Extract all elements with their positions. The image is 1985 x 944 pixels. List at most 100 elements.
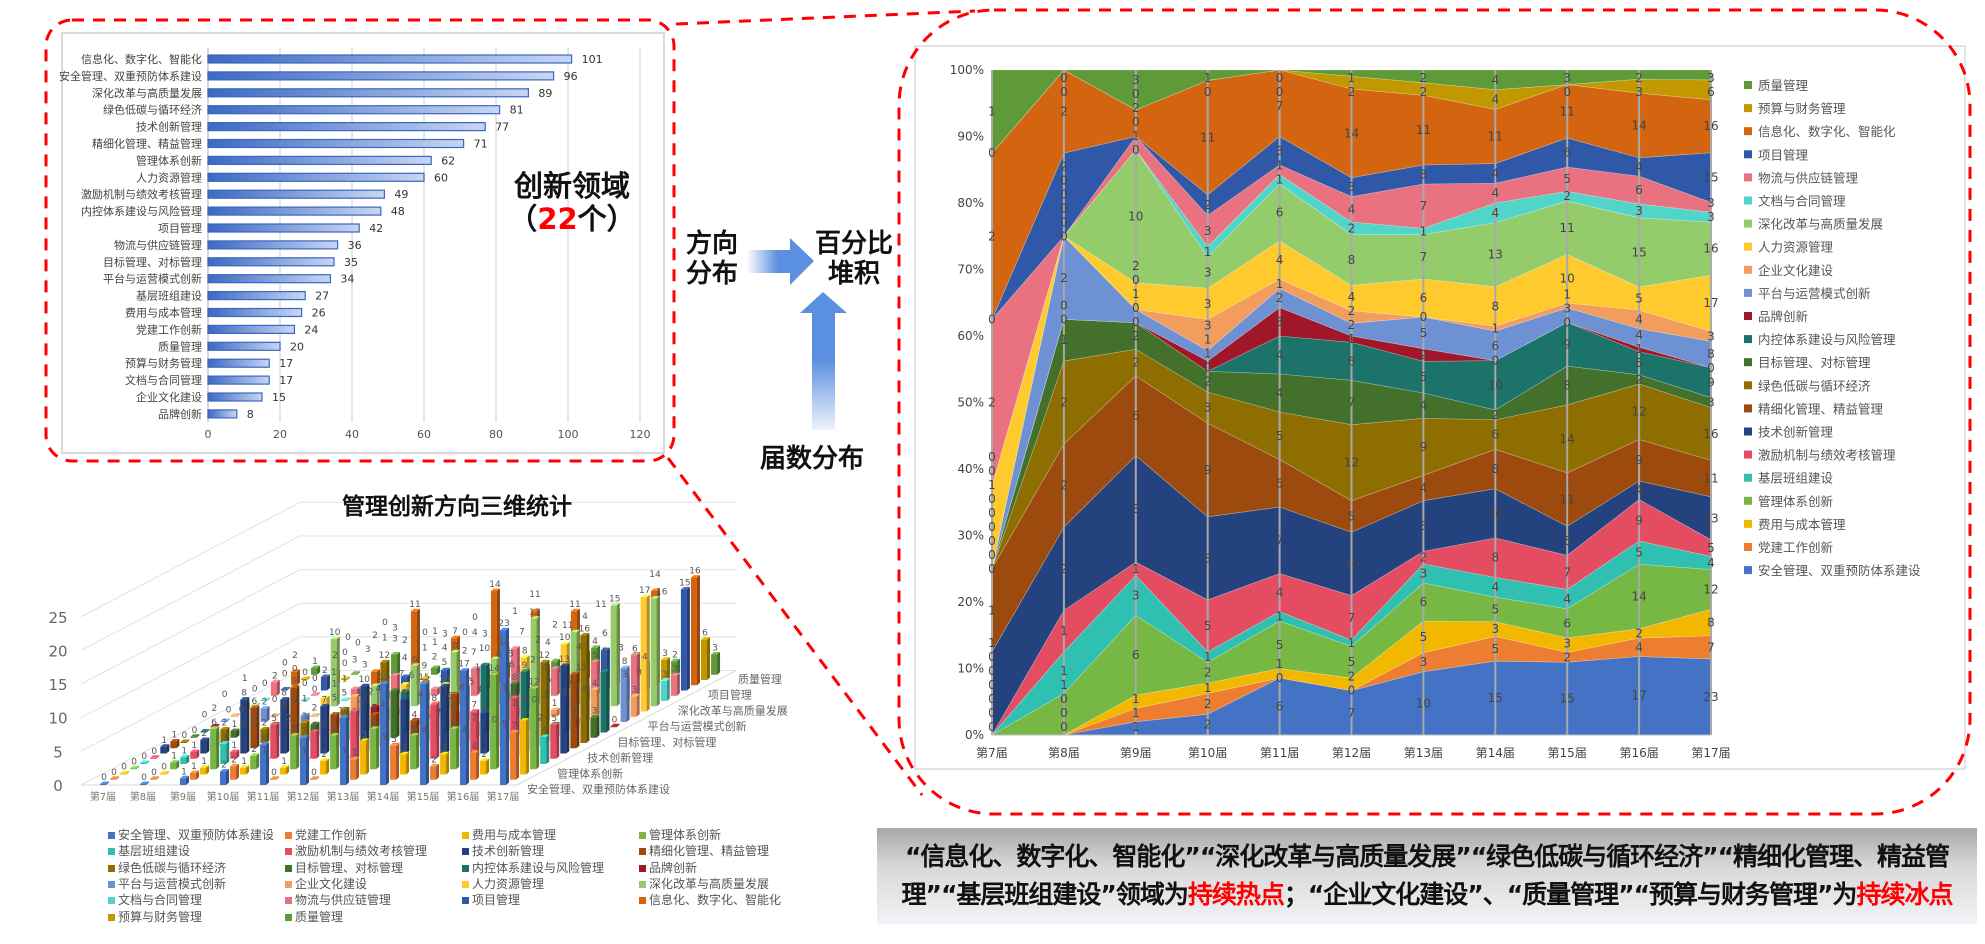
bar3d-front	[400, 754, 407, 775]
cold-spot-label: 持续冰点	[1856, 880, 1953, 909]
bar3d-value-label: 0	[111, 768, 117, 778]
bar3d-value-label: 7	[519, 628, 525, 638]
bar3d-top	[140, 781, 149, 784]
bar3d-value-label: 4	[521, 696, 527, 706]
bar3d-value-label: 6	[702, 629, 708, 639]
data-label: 3	[1707, 396, 1715, 410]
bar3d-top	[200, 729, 210, 732]
data-label: 1	[1132, 562, 1140, 576]
bar3d-top	[310, 721, 320, 725]
bar3d-side	[366, 738, 370, 775]
bar	[207, 172, 425, 182]
legend-label: 深化改革与高质量发展	[649, 876, 770, 891]
paren-open: （	[508, 202, 538, 237]
bar3d-value-label: 9	[422, 661, 428, 671]
data-label: 16	[1703, 427, 1718, 441]
legend-item: 物流与供应链管理	[1758, 170, 1859, 185]
legend-item: 激励机制与绩效考核管理	[1758, 448, 1896, 463]
bar3d-side	[496, 672, 500, 770]
bar3d-side	[266, 742, 269, 785]
category-label: 深化改革与高质量发展	[92, 86, 202, 100]
data-label: 0	[988, 562, 996, 576]
bar3d-value-label: 4	[472, 628, 478, 638]
data-label: 0	[1204, 361, 1212, 375]
depth-axis-label: 平台与运营模式创新	[648, 719, 747, 733]
bar3d-value-label: 0	[192, 726, 198, 736]
bar3d-value-label: 4	[545, 638, 551, 648]
bar3d-value-label: 0	[202, 711, 208, 721]
bar3d-value-label: 0	[252, 715, 258, 725]
bar3d-top	[160, 744, 170, 747]
bar3d-value-label: 9	[511, 687, 517, 697]
bar3d-side	[576, 671, 580, 749]
bar-value-label: 35	[344, 256, 358, 269]
bar3d-value-label: 2	[368, 688, 374, 698]
data-label: 0	[988, 664, 996, 678]
data-label: 11	[1703, 472, 1718, 486]
bar3d-top	[250, 705, 260, 708]
bar3d-side	[676, 673, 680, 696]
bar3d-side	[427, 676, 430, 680]
bar3d-value-label: 0	[292, 695, 298, 705]
bar3d-front	[370, 686, 377, 707]
bar3d-side	[346, 715, 349, 785]
x-axis-label: 第7届	[90, 790, 116, 803]
bar3d-side	[296, 733, 300, 770]
category-label: 预算与财务管理	[125, 356, 202, 370]
data-label: 8	[1420, 519, 1428, 533]
bar3d-top	[360, 683, 370, 687]
bar3d-value-label: 16	[656, 588, 668, 598]
data-label: 3	[1204, 266, 1212, 280]
bar3d-front	[190, 736, 197, 738]
data-label: 0	[1060, 706, 1068, 720]
bar3d-value-label: 0	[272, 695, 278, 705]
data-label: 1	[988, 105, 996, 119]
bar3d-side	[536, 616, 540, 707]
bar3d-side	[456, 726, 460, 770]
y-axis-label: 10%	[957, 662, 984, 676]
depth-axis-label: 安全管理、双重预防体系建设	[527, 782, 670, 796]
bar3d-value-label: 10	[338, 707, 350, 717]
bar	[207, 206, 382, 216]
bar3d-top	[390, 743, 400, 747]
bar3d-front	[620, 668, 627, 722]
bar3d-side	[106, 781, 109, 785]
bar3d-front	[260, 700, 267, 701]
bar3d-top	[290, 669, 300, 672]
legend-swatch	[462, 848, 469, 856]
bar3d-value-label: 5	[371, 704, 377, 714]
y-axis-label: 30%	[957, 529, 984, 543]
bar3d-top	[311, 665, 321, 669]
legend-label: 激励机制与绩效考核管理	[295, 844, 428, 859]
bar3d-top	[350, 686, 360, 690]
x-axis-label: 第10届	[207, 790, 240, 803]
bar3d-top	[650, 588, 660, 592]
category-label: 管理体系创新	[136, 153, 202, 167]
bar3d-value-label: 0	[472, 613, 478, 623]
data-label: 10	[1128, 209, 1143, 223]
bar3d-side	[376, 683, 380, 707]
bar3d-top	[450, 726, 460, 729]
bar3d-front	[140, 784, 146, 785]
x-axis-label: 第17届	[1691, 746, 1730, 760]
bar3d-value-label: 1	[231, 741, 237, 751]
bar3d-front	[300, 715, 307, 722]
bar3d-front	[310, 694, 317, 696]
bar3d-side	[376, 726, 380, 770]
legend-swatch	[639, 897, 646, 905]
bar3d-front	[330, 638, 337, 707]
bar3d-top	[270, 722, 280, 726]
bar3d-side	[276, 776, 280, 780]
data-label: 2	[1204, 697, 1212, 711]
bar3d-side	[546, 734, 550, 764]
direction-distribution-line1: 方向	[685, 229, 738, 259]
bar3d-value-label: 0	[342, 659, 348, 669]
bar3d-value-label: 9	[545, 677, 551, 687]
bar3d-side	[556, 722, 560, 759]
data-label: 15	[1488, 691, 1503, 705]
category-label: 激励机制与绩效考核管理	[81, 187, 202, 201]
legend-item: 管理体系创新	[639, 826, 721, 843]
data-label: 5	[1276, 429, 1284, 443]
bar3d-front	[701, 639, 707, 680]
legend-label: 物流与供应链管理	[295, 893, 392, 908]
